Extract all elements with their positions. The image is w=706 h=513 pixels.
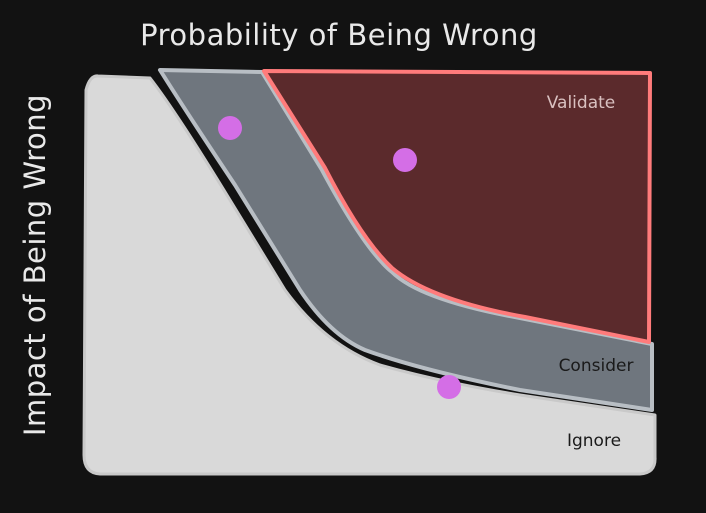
- consider-zone: [158, 68, 654, 412]
- marker-ignore: [437, 375, 461, 399]
- ignore-zone: [82, 74, 657, 476]
- marker-consider: [218, 116, 242, 140]
- zone-label-consider: Consider: [559, 356, 634, 376]
- zone-label-ignore: Ignore: [567, 431, 621, 451]
- y-axis-title: Impact of Being Wrong: [18, 94, 52, 436]
- validate-zone: [262, 69, 652, 344]
- marker-validate: [393, 148, 417, 172]
- zone-label-validate: Validate: [547, 93, 616, 113]
- x-axis-title: Probability of Being Wrong: [140, 18, 538, 52]
